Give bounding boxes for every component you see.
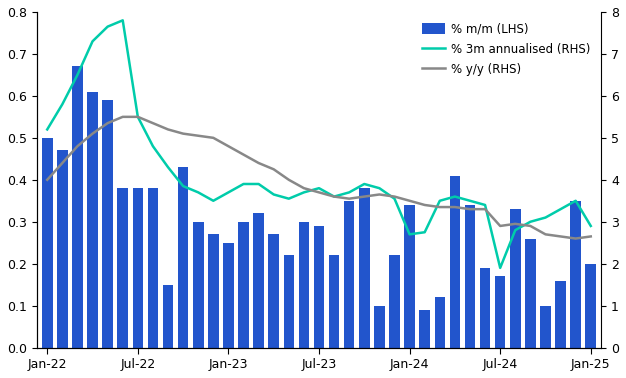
Bar — [434, 297, 445, 348]
Bar — [254, 213, 264, 348]
Bar — [555, 280, 566, 348]
Bar — [223, 243, 233, 348]
Bar — [389, 255, 400, 348]
Bar — [314, 226, 324, 348]
Bar — [163, 285, 173, 348]
Bar — [118, 188, 128, 348]
Bar — [72, 67, 83, 348]
Bar — [359, 188, 369, 348]
Bar — [449, 176, 460, 348]
Bar — [570, 201, 581, 348]
Bar — [419, 310, 430, 348]
Bar — [404, 205, 415, 348]
Bar — [510, 209, 521, 348]
Bar — [344, 201, 354, 348]
Bar — [87, 92, 98, 348]
Bar — [239, 222, 249, 348]
Bar — [329, 255, 339, 348]
Bar — [464, 205, 475, 348]
Bar — [284, 255, 294, 348]
Bar — [585, 264, 596, 348]
Bar — [299, 222, 309, 348]
Bar — [193, 222, 203, 348]
Bar — [133, 188, 143, 348]
Bar — [495, 276, 505, 348]
Bar — [57, 150, 68, 348]
Bar — [525, 239, 536, 348]
Bar — [42, 138, 53, 348]
Bar — [480, 268, 490, 348]
Bar — [374, 306, 384, 348]
Bar — [148, 188, 158, 348]
Bar — [269, 234, 279, 348]
Bar — [540, 306, 551, 348]
Bar — [102, 100, 113, 348]
Bar — [208, 234, 218, 348]
Legend: % m/m (LHS), % 3m annualised (RHS), % y/y (RHS): % m/m (LHS), % 3m annualised (RHS), % y/… — [417, 18, 595, 81]
Bar — [178, 167, 188, 348]
